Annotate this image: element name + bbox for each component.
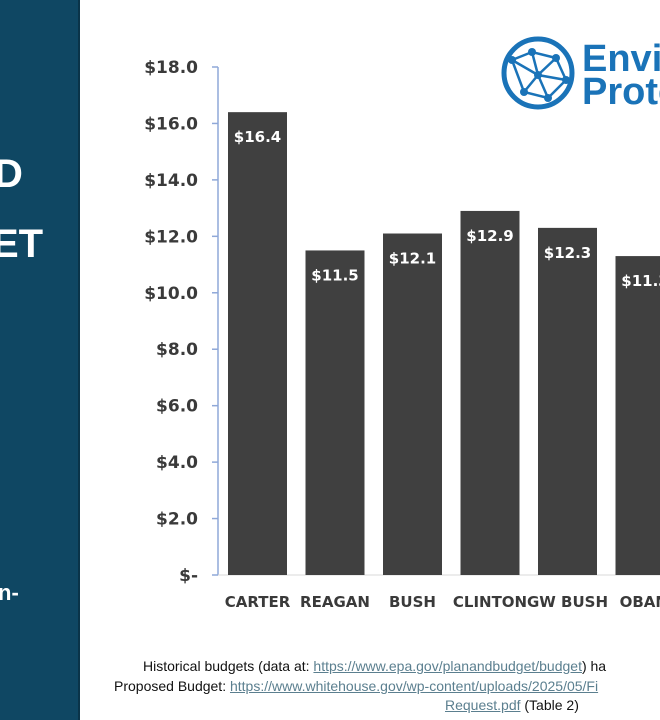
y-tick-label: $18.0 [144, 58, 198, 78]
y-tick-label: $- [179, 566, 198, 586]
side-title-fragment-1: D [0, 152, 23, 197]
y-tick-label: $10.0 [144, 284, 198, 304]
y-tick-label: $2.0 [156, 510, 198, 530]
logo: Envi Prote [501, 36, 660, 113]
logo-text-line1: Envi [582, 38, 660, 80]
y-tick-label: $4.0 [156, 453, 198, 473]
bar-data-label: $12.9 [466, 227, 513, 245]
category-label: REAGAN [300, 593, 370, 611]
footnote-line-3: Request.pdf (Table 2) [445, 697, 579, 713]
network-nodes-icon [508, 48, 570, 102]
bar [383, 233, 442, 575]
category-label: CLINTON [453, 593, 527, 611]
y-tick-label: $14.0 [144, 171, 198, 191]
footnote-historical-prefix: Historical budgets (data at: [143, 658, 314, 674]
y-tick-label: $8.0 [156, 340, 198, 360]
bar [460, 210, 520, 575]
bar-data-label: $12.3 [544, 244, 591, 262]
footnote-line-2: Proposed Budget: https://www.whitehouse.… [114, 678, 598, 694]
side-subtitle-fragment: n- [0, 580, 19, 605]
footnote-proposed-prefix: Proposed Budget: [114, 678, 230, 694]
bar [538, 227, 597, 575]
footnote-line-1: Historical budgets (data at: https://www… [143, 658, 606, 674]
y-tick-label: $6.0 [156, 397, 198, 417]
category-label: CARTER [225, 593, 291, 611]
footnote-historical-suffix: ) ha [581, 658, 607, 674]
category-label: OBAM [620, 593, 660, 611]
logo-text-line2: Prote [582, 71, 660, 113]
category-label: BUSH [389, 593, 436, 611]
budget-bar-chart: Envi Prote $-$2.0$4.0$6.0$8.0$10.0$12.0$… [144, 36, 660, 611]
globe-network-icon [501, 36, 575, 110]
bar-data-label: $16.4 [234, 128, 281, 146]
bar [228, 112, 287, 576]
bar-data-label: $12.1 [389, 250, 436, 268]
bar [615, 256, 660, 575]
y-tick-label: $12.0 [144, 227, 198, 247]
bar-data-label: $11.5 [311, 266, 358, 284]
footnote-table-ref: (Table 2) [520, 697, 579, 713]
category-label: GW BUSH [527, 593, 608, 611]
bar-data-label: $11.3 [621, 272, 660, 290]
request-pdf-link[interactable]: Request.pdf [445, 697, 521, 713]
side-title-fragment-2: ET [0, 222, 44, 266]
y-tick-label: $16.0 [144, 114, 198, 134]
side-panel: D ET n- [0, 0, 80, 720]
plot-area: $- $2.0 $4.0 $6.0 $8.0 $10.0 $12.0 $14.0 $16.0 $1… [144, 58, 660, 611]
bar [305, 250, 365, 575]
whitehouse-budget-link[interactable]: https://www.whitehouse.gov/wp-content/up… [229, 678, 599, 694]
epa-budget-link[interactable]: https://www.epa.gov/planandbudget/budget [313, 658, 582, 674]
